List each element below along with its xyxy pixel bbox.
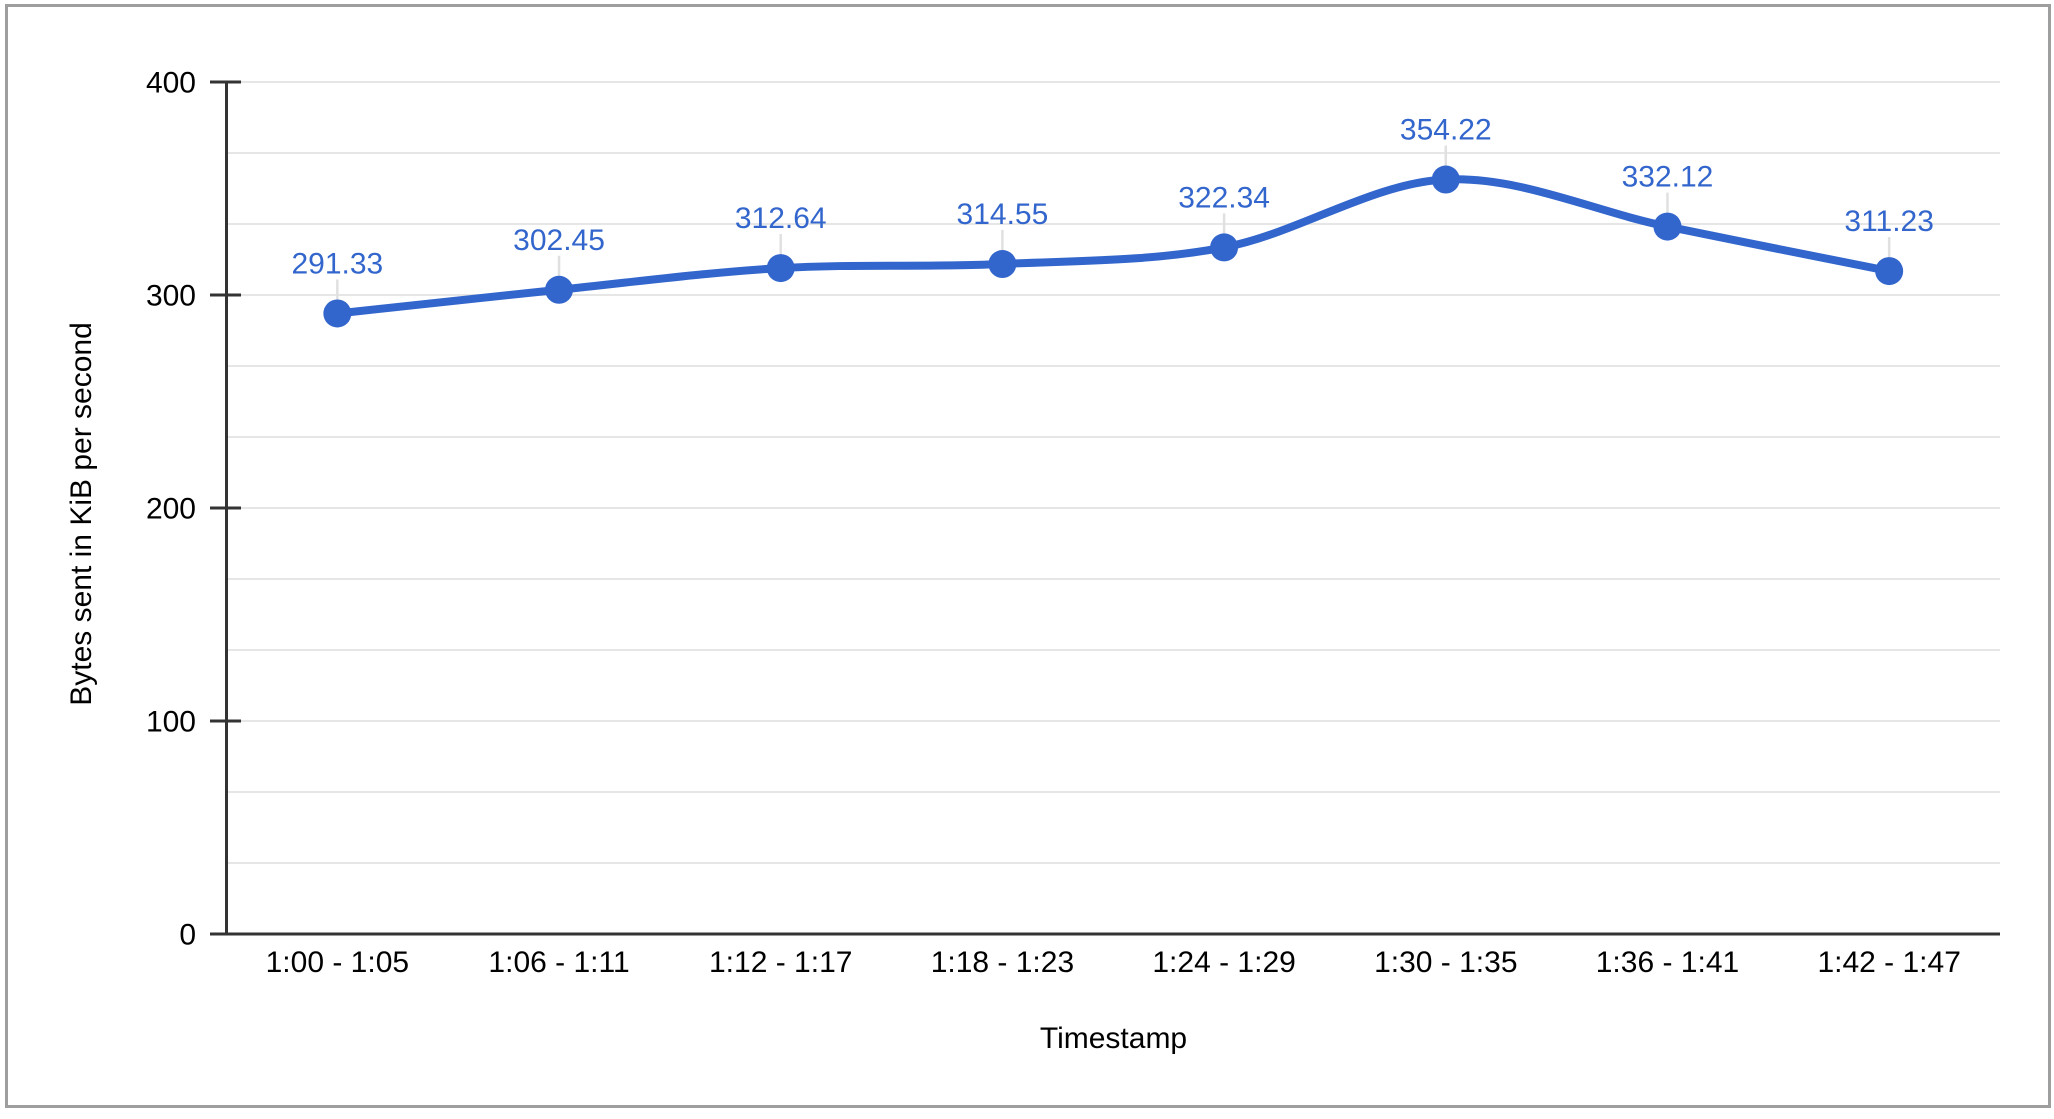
- data-point-label: 354.22: [1400, 114, 1492, 147]
- data-point-label: 312.64: [735, 202, 827, 235]
- x-axis-category-label: 1:06 - 1:11: [488, 946, 629, 979]
- x-axis-category-label: 1:18 - 1:23: [931, 946, 1074, 979]
- x-axis-category-label: 1:00 - 1:05: [266, 946, 409, 979]
- data-point-marker[interactable]: [323, 299, 352, 328]
- y-axis-tick-label: 400: [146, 67, 196, 100]
- x-axis-category-label: 1:12 - 1:17: [709, 946, 852, 979]
- data-point-label: 291.33: [291, 247, 383, 280]
- y-axis-title: Bytes sent in KiB per second: [65, 322, 98, 706]
- data-point-marker[interactable]: [1653, 212, 1682, 241]
- x-axis-category-label: 1:36 - 1:41: [1596, 946, 1739, 979]
- y-axis-tick-label: 200: [146, 493, 196, 526]
- data-point-marker[interactable]: [1875, 257, 1904, 286]
- series-line: [333, 175, 1894, 318]
- data-point-label: 322.34: [1178, 181, 1270, 214]
- x-axis-category-label: 1:42 - 1:47: [1817, 946, 1960, 979]
- x-axis-category-label: 1:24 - 1:29: [1152, 946, 1295, 979]
- y-axis-tick-label: 0: [179, 919, 196, 952]
- data-point-marker[interactable]: [1431, 165, 1460, 194]
- data-point-label: 302.45: [513, 224, 605, 257]
- x-axis-title: Timestamp: [1039, 1022, 1188, 1055]
- line-chart-canvas: 0 100 200 300 400 1:00 - 1:05 1:06 - 1:11 1:12 …: [146, 67, 2000, 979]
- y-axis-tick-label: 300: [146, 280, 196, 313]
- data-point-label: 332.12: [1622, 161, 1714, 194]
- data-point-label: 311.23: [1844, 205, 1934, 238]
- data-point-marker[interactable]: [545, 275, 574, 304]
- chart-frame: 0 100 200 300 400 1:00 - 1:05 1:06 - 1:11 1:12 …: [5, 4, 2051, 1108]
- data-point-marker[interactable]: [1210, 233, 1239, 262]
- data-point-marker[interactable]: [766, 254, 795, 283]
- y-axis-tick-label: 100: [146, 706, 196, 739]
- x-axis-category-label: 1:30 - 1:35: [1374, 946, 1517, 979]
- data-point-label: 314.55: [957, 198, 1049, 231]
- data-point-marker[interactable]: [988, 250, 1017, 279]
